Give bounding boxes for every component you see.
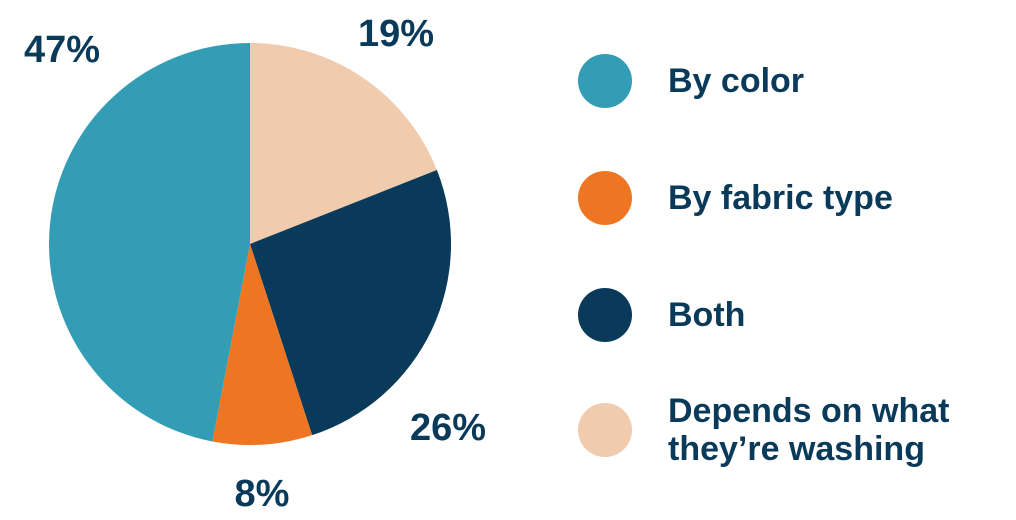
legend-item-by-fabric-type: By fabric type (578, 171, 893, 225)
pie-slices (49, 43, 451, 445)
legend-label-both: Both (668, 296, 746, 334)
pie-label-both: 26% (410, 407, 486, 449)
chart-legend: By color By fabric type Both Depends on … (578, 0, 1008, 520)
pie-label-depends-on-what-they-re-washing: 19% (358, 13, 434, 55)
legend-label-by-fabric-type: By fabric type (668, 179, 893, 217)
legend-swatch-both (578, 288, 632, 342)
pie-label-by-fabric-type: 8% (235, 473, 290, 515)
pie-slice-by-color (49, 43, 250, 442)
pie-slice-both (250, 170, 451, 436)
pie-label-by-color: 47% (24, 29, 100, 71)
legend-item-by-color: By color (578, 54, 804, 108)
legend-label-depends: Depends on what they’re washing (668, 392, 950, 468)
pie-slice-depends-on-what-they-re-washing (250, 43, 437, 244)
legend-label-by-color: By color (668, 62, 805, 100)
pie-labels: 47% 8% 26% 19% (24, 13, 486, 515)
legend-item-both: Both (578, 288, 745, 342)
legend-swatch-by-fabric-type (578, 171, 632, 225)
legend-swatch-depends (578, 403, 632, 457)
pie-slice-by-fabric-type (212, 244, 313, 445)
pie-chart: 47% 8% 26% 19% (24, 13, 486, 515)
legend-swatch-by-color (578, 54, 632, 108)
legend-item-depends: Depends on what they’re washing (578, 392, 949, 468)
